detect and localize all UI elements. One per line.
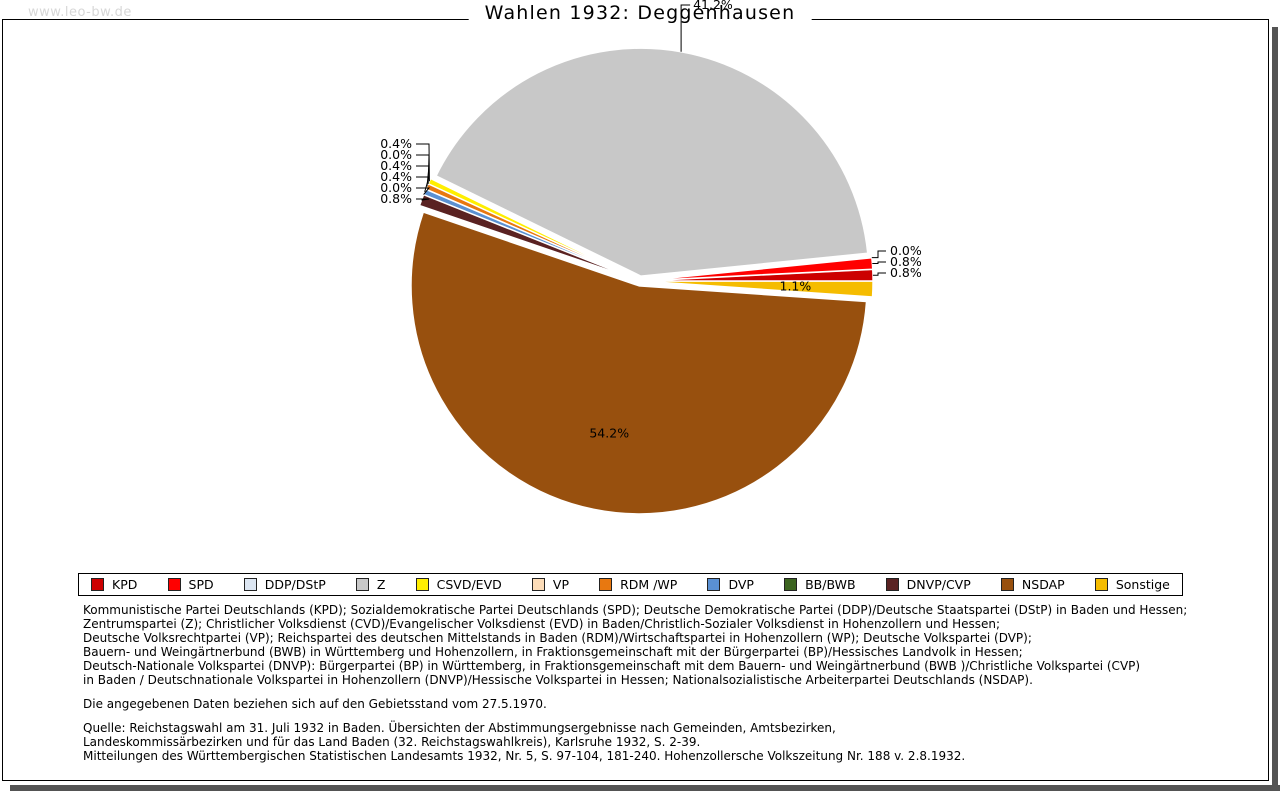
label-leader-line <box>416 198 430 201</box>
legend-item-Sonstige: Sonstige <box>1094 577 1170 592</box>
legend-color-swatch <box>784 578 798 591</box>
label-leader-line <box>416 143 430 182</box>
chart-legend: KPD SPD DDP/DStP Z CSVD/EVD VP RDM /WP DVP BB/BW… <box>78 573 1183 596</box>
legend-color-swatch <box>1094 578 1108 591</box>
label-leader-line <box>872 261 886 264</box>
slice-percentage-label: 0.8% <box>890 265 922 280</box>
legend-item-BB-BWB: BB/BWB <box>784 577 856 592</box>
legend-label: DDP/DStP <box>264 577 326 592</box>
gebietsstand-note: Die angegebenen Daten beziehen sich auf … <box>83 697 547 711</box>
legend-label: KPD <box>112 577 138 592</box>
label-leader-line <box>416 187 431 195</box>
legend-label: SPD <box>188 577 214 592</box>
legend-label: Z <box>376 577 386 592</box>
slice-percentage-label: 0.0% <box>380 180 412 195</box>
legend-label: DVP <box>728 577 754 592</box>
label-leader-line <box>871 250 886 259</box>
legend-color-swatch <box>355 578 369 591</box>
slice-percentage-label: 0.8% <box>380 191 412 206</box>
legend-color-swatch <box>91 578 104 591</box>
legend-item-Z: Z <box>355 577 386 592</box>
slice-percentage-label: 0.0% <box>380 147 412 162</box>
party-description-line: Deutsche Volksrechtpartei (VP); Reichspa… <box>83 631 1032 645</box>
legend-label: VP <box>552 577 569 592</box>
source-line: Mitteilungen des Württembergischen Stati… <box>83 749 966 763</box>
legend-color-swatch <box>707 578 721 591</box>
slice-percentage-label: 0.4% <box>380 169 412 184</box>
pie-slice-NSDAP <box>410 211 868 515</box>
legend-label: NSDAP <box>1021 577 1065 592</box>
legend-label: DNVP/CVP <box>906 577 971 592</box>
legend-item-DDP-DStP: DDP/DStP <box>243 577 326 592</box>
legend-label: CSVD/EVD <box>436 577 502 592</box>
party-description-line: Bauern- und Weingärtnerbund (BWB) in Wür… <box>83 645 1023 659</box>
slice-percentage-label: 1.1% <box>780 278 812 293</box>
legend-color-swatch <box>1000 578 1014 591</box>
pie-slice-Z <box>435 47 869 277</box>
legend-color-swatch <box>167 578 181 591</box>
legend-item-CSVD-EVD: CSVD/EVD <box>415 577 502 592</box>
legend-label: BB/BWB <box>805 577 856 592</box>
legend-item-RDM-WP: RDM /WP <box>599 577 677 592</box>
legend-color-swatch <box>531 578 545 591</box>
source-line: Landeskommissärbezirken und für das Land… <box>83 735 701 749</box>
label-leader-line <box>680 4 691 52</box>
frame-shadow-right <box>1272 27 1278 791</box>
slice-percentage-label: 0.0% <box>890 243 922 258</box>
label-leader-line <box>872 272 886 276</box>
slice-percentage-label: 0.4% <box>380 158 412 173</box>
legend-item-VP: VP <box>531 577 569 592</box>
spacer <box>83 711 1223 721</box>
legend-label: RDM /WP <box>620 577 678 592</box>
slice-percentage-label: 0.4% <box>380 136 412 151</box>
page-title: Wahlen 1932: Deggenhausen <box>468 2 812 24</box>
party-description-line: Kommunistische Partei Deutschlands (KPD)… <box>83 603 1188 617</box>
legend-item-DNVP-CVP: DNVP/CVP <box>885 577 971 592</box>
footnotes: Kommunistische Partei Deutschlands (KPD)… <box>83 603 1223 763</box>
label-leader-line <box>416 176 430 193</box>
legend-color-swatch <box>415 578 429 591</box>
legend-color-swatch <box>243 578 257 591</box>
legend-item-DVP: DVP <box>707 577 754 592</box>
label-leader-line <box>416 154 430 184</box>
spacer <box>83 687 1223 697</box>
legend-item-NSDAP: NSDAP <box>1000 577 1065 592</box>
legend-item-KPD: KPD <box>91 577 137 592</box>
slice-percentage-label: 41.2% <box>693 0 733 12</box>
party-description-line: Zentrumspartei (Z); Christlicher Volksdi… <box>83 617 1001 631</box>
legend-label: Sonstige <box>1115 577 1170 592</box>
legend-item-SPD: SPD <box>167 577 214 592</box>
legend-color-swatch <box>599 578 613 591</box>
label-leader-line <box>416 165 430 187</box>
legend-color-swatch <box>885 578 899 591</box>
frame-shadow-bottom <box>10 785 1280 791</box>
party-description-line: in Baden / Deutschnationale Volkspartei … <box>83 673 1033 687</box>
slice-percentage-label: 0.8% <box>890 254 922 269</box>
party-description-line: Deutsch-Nationale Volkspartei (DNVP): Bü… <box>83 659 1141 673</box>
slice-percentage-label: 54.2% <box>589 425 629 440</box>
source-line: Quelle: Reichstagswahl am 31. Juli 1932 … <box>83 721 836 735</box>
pie-slice-Sonstige <box>644 280 874 298</box>
watermark: www.leo-bw.de <box>28 5 132 20</box>
